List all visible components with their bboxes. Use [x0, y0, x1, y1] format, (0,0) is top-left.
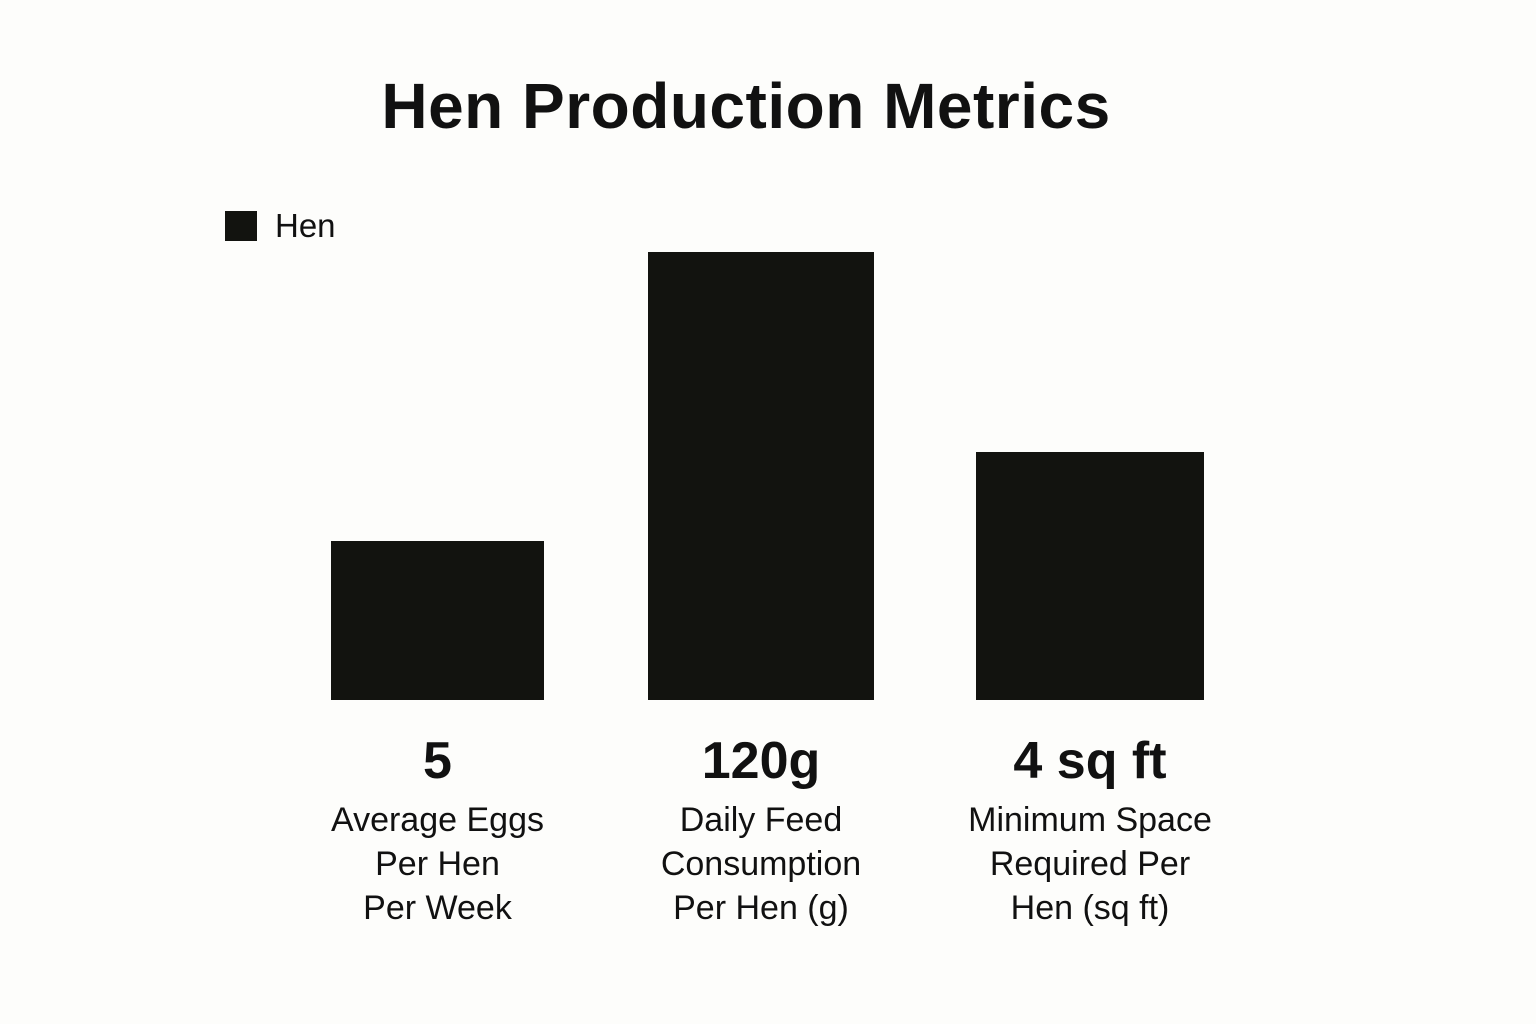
data-label-3: 4 sq ft	[1013, 732, 1167, 790]
data-label-2: 120g	[701, 732, 821, 790]
chart-title: Hen Production Metrics	[381, 70, 1111, 142]
legend-label-hen: Hen	[275, 207, 336, 244]
category-label-2: Daily Feed Consumption Per Hen (g)	[660, 801, 862, 927]
category-label-3: Minimum Space Required Per Hen (sq ft)	[968, 801, 1212, 927]
data-label-1: 5	[423, 732, 452, 790]
bar-1	[331, 541, 544, 700]
category-label-1: Average Eggs Per Hen Per Week	[331, 801, 544, 927]
legend: Hen	[225, 206, 336, 246]
bar-3	[976, 452, 1204, 700]
legend-swatch	[225, 211, 257, 241]
bar-2	[648, 252, 874, 700]
